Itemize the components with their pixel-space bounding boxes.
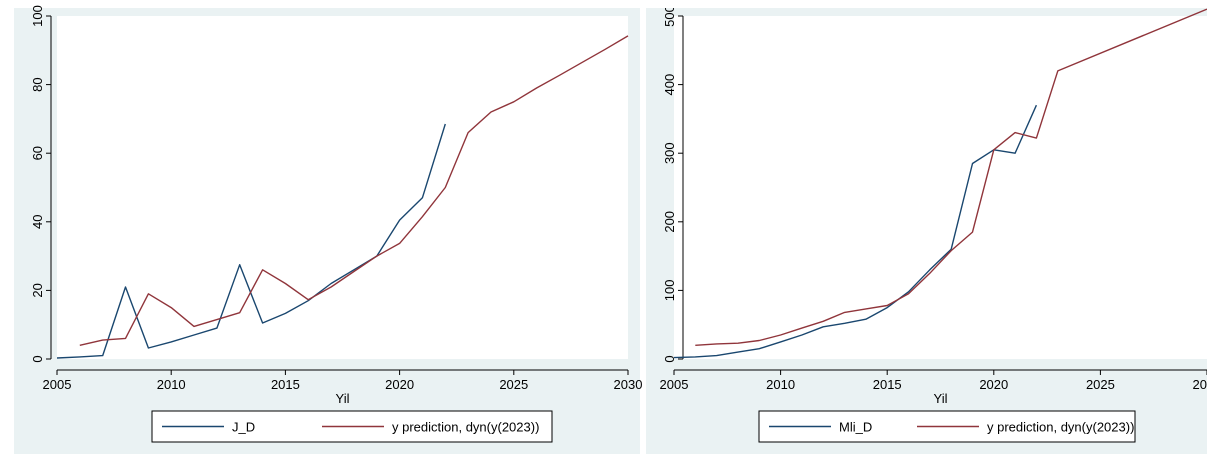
y-tick-label-2: 200 [662,211,677,233]
legend-label-0: Mli_D [839,420,872,435]
series-line-0 [56,123,446,359]
x-tick-label-4: 2025 [499,377,528,392]
legend-label-1: y prediction, dyn(y(2023)) [392,420,539,435]
plot-area [57,16,628,359]
x-axis-title: Yil [934,391,948,406]
x-tick-label-4: 2025 [1086,377,1115,392]
x-tick-label-2: 2015 [271,377,300,392]
legend-label-1: y prediction, dyn(y(2023)) [987,420,1134,435]
y-tick-label-5: 500 [662,8,677,27]
x-tick-label-2: 2015 [873,377,902,392]
series-line-1 [695,8,1207,346]
y-tick-label-3: 300 [662,142,677,164]
chart-panel-right: 0 100 200 300 400 500 2005 2010 2015 2020 2025 2030… [646,8,1207,454]
series-line-1 [79,35,629,346]
y-tick-label-2: 40 [30,215,45,229]
y-tick-label-4: 400 [662,74,677,96]
chart-left: 0 20 40 60 80 100 2005 2010 2015 2020 2025 2030 Yil J… [30,5,643,443]
chart-right: 0 100 200 300 400 500 2005 2010 2015 2020 2025 2030… [660,8,1207,443]
chart-panel-left: 0 20 40 60 80 100 2005 2010 2015 2020 2025 2030 Yil J… [14,5,643,454]
x-axis-title: Yil [336,391,350,406]
y-tick-label-3: 60 [30,146,45,160]
x-tick-label-3: 2020 [385,377,414,392]
x-tick-label-0: 2005 [43,377,72,392]
series-line-0 [673,104,1038,359]
x-tick-label-1: 2010 [157,377,186,392]
y-tick-label-0: 0 [662,355,677,362]
y-tick-label-0: 0 [30,355,45,362]
x-tick-label-5: 2030 [614,377,643,392]
y-tick-label-4: 80 [30,77,45,91]
y-tick-label-1: 20 [30,283,45,297]
legend-label-0: J_D [232,420,255,435]
x-tick-label-0: 2005 [660,377,689,392]
plot-area [674,16,1207,359]
x-tick-label-1: 2010 [766,377,795,392]
y-tick-label-1: 100 [662,280,677,302]
y-tick-label-5: 100 [30,5,45,27]
x-tick-label-5: 2030 [1193,377,1207,392]
x-tick-label-3: 2020 [979,377,1008,392]
